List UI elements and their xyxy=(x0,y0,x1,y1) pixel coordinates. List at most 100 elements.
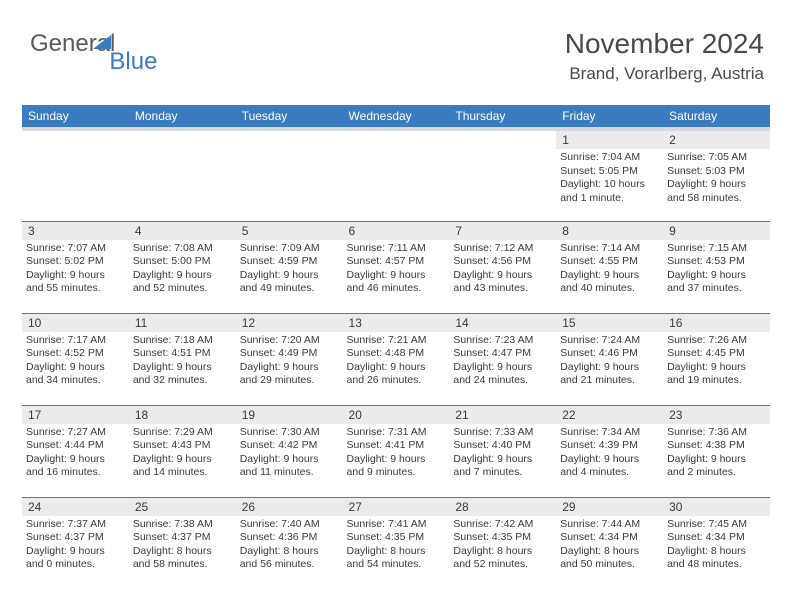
day-number: 7 xyxy=(449,222,556,240)
day-number: 12 xyxy=(236,314,343,332)
daylight-text: Daylight: 9 hours and 9 minutes. xyxy=(347,453,446,480)
sunset-text: Sunset: 4:59 PM xyxy=(240,255,339,269)
day-info: Sunrise: 7:14 AMSunset: 4:55 PMDaylight:… xyxy=(556,240,663,301)
sunset-text: Sunset: 4:34 PM xyxy=(560,531,659,545)
weekday-header: Sunday xyxy=(22,105,129,129)
daylight-text: Daylight: 10 hours and 1 minute. xyxy=(560,178,659,205)
calendar-cell: 5 Sunrise: 7:09 AMSunset: 4:59 PMDaylight… xyxy=(236,221,343,313)
sunset-text: Sunset: 4:55 PM xyxy=(560,255,659,269)
sunset-text: Sunset: 4:40 PM xyxy=(453,439,552,453)
day-number: 24 xyxy=(22,498,129,516)
sunrise-text: Sunrise: 7:30 AM xyxy=(240,426,339,440)
calendar-cell: 11Sunrise: 7:18 AMSunset: 4:51 PMDayligh… xyxy=(129,313,236,405)
sunrise-text: Sunrise: 7:09 AM xyxy=(240,242,339,256)
day-info: Sunrise: 7:40 AMSunset: 4:36 PMDaylight:… xyxy=(236,516,343,577)
sunset-text: Sunset: 4:36 PM xyxy=(240,531,339,545)
header: November 2024 Brand, Vorarlberg, Austria xyxy=(565,28,764,84)
logo: General Blue xyxy=(30,30,181,58)
day-number xyxy=(449,131,556,149)
daylight-text: Daylight: 9 hours and 55 minutes. xyxy=(26,269,125,296)
sunset-text: Sunset: 4:35 PM xyxy=(347,531,446,545)
daylight-text: Daylight: 9 hours and 32 minutes. xyxy=(133,361,232,388)
sunrise-text: Sunrise: 7:45 AM xyxy=(667,518,766,532)
sunrise-text: Sunrise: 7:36 AM xyxy=(667,426,766,440)
day-info: Sunrise: 7:12 AMSunset: 4:56 PMDaylight:… xyxy=(449,240,556,301)
calendar-cell: 8Sunrise: 7:14 AMSunset: 4:55 PMDaylight… xyxy=(556,221,663,313)
day-info: Sunrise: 7:04 AMSunset: 5:05 PMDaylight:… xyxy=(556,149,663,210)
day-info: Sunrise: 7:44 AMSunset: 4:34 PMDaylight:… xyxy=(556,516,663,577)
daylight-text: Daylight: 9 hours and 43 minutes. xyxy=(453,269,552,296)
sunrise-text: Sunrise: 7:04 AM xyxy=(560,151,659,165)
day-info: Sunrise: 7:05 AMSunset: 5:03 PMDaylight:… xyxy=(663,149,770,210)
day-number: 18 xyxy=(129,406,236,424)
sunset-text: Sunset: 4:46 PM xyxy=(560,347,659,361)
sunrise-text: Sunrise: 7:21 AM xyxy=(347,334,446,348)
day-number: 30 xyxy=(663,498,770,516)
sunrise-text: Sunrise: 7:41 AM xyxy=(347,518,446,532)
daylight-text: Daylight: 9 hours and 58 minutes. xyxy=(667,178,766,205)
calendar-cell: 30Sunrise: 7:45 AMSunset: 4:34 PMDayligh… xyxy=(663,497,770,589)
calendar-cell: 2Sunrise: 7:05 AMSunset: 5:03 PMDaylight… xyxy=(663,129,770,221)
day-number xyxy=(129,131,236,149)
weekday-header-row: SundayMondayTuesdayWednesdayThursdayFrid… xyxy=(22,105,770,129)
weekday-header: Monday xyxy=(129,105,236,129)
day-number: 17 xyxy=(22,406,129,424)
calendar-cell xyxy=(129,129,236,221)
sunset-text: Sunset: 4:51 PM xyxy=(133,347,232,361)
day-number: 3 xyxy=(22,222,129,240)
day-number: 13 xyxy=(343,314,450,332)
sunset-text: Sunset: 5:02 PM xyxy=(26,255,125,269)
sunrise-text: Sunrise: 7:31 AM xyxy=(347,426,446,440)
day-info: Sunrise: 7:31 AMSunset: 4:41 PMDaylight:… xyxy=(343,424,450,485)
sunset-text: Sunset: 4:44 PM xyxy=(26,439,125,453)
calendar-row: 1Sunrise: 7:04 AMSunset: 5:05 PMDaylight… xyxy=(22,129,770,221)
sunrise-text: Sunrise: 7:44 AM xyxy=(560,518,659,532)
daylight-text: Daylight: 9 hours and 29 minutes. xyxy=(240,361,339,388)
calendar-cell xyxy=(343,129,450,221)
sunset-text: Sunset: 4:37 PM xyxy=(133,531,232,545)
day-number: 5 xyxy=(236,222,343,240)
day-number xyxy=(236,131,343,149)
day-info: Sunrise: 7:15 AMSunset: 4:53 PMDaylight:… xyxy=(663,240,770,301)
calendar-cell: 19Sunrise: 7:30 AMSunset: 4:42 PMDayligh… xyxy=(236,405,343,497)
day-info: Sunrise: 7:08 AMSunset: 5:00 PMDaylight:… xyxy=(129,240,236,301)
sunset-text: Sunset: 4:39 PM xyxy=(560,439,659,453)
calendar-cell: 21Sunrise: 7:33 AMSunset: 4:40 PMDayligh… xyxy=(449,405,556,497)
sunset-text: Sunset: 5:05 PM xyxy=(560,165,659,179)
daylight-text: Daylight: 9 hours and 11 minutes. xyxy=(240,453,339,480)
day-info: Sunrise: 7:41 AMSunset: 4:35 PMDaylight:… xyxy=(343,516,450,577)
daylight-text: Daylight: 9 hours and 37 minutes. xyxy=(667,269,766,296)
day-number: 22 xyxy=(556,406,663,424)
calendar-row: 3Sunrise: 7:07 AMSunset: 5:02 PMDaylight… xyxy=(22,221,770,313)
sunrise-text: Sunrise: 7:27 AM xyxy=(26,426,125,440)
daylight-text: Daylight: 9 hours and 26 minutes. xyxy=(347,361,446,388)
sunrise-text: Sunrise: 7:20 AM xyxy=(240,334,339,348)
daylight-text: Daylight: 9 hours and 4 minutes. xyxy=(560,453,659,480)
daylight-text: Daylight: 9 hours and 19 minutes. xyxy=(667,361,766,388)
calendar-row: 10Sunrise: 7:17 AMSunset: 4:52 PMDayligh… xyxy=(22,313,770,405)
weekday-header: Friday xyxy=(556,105,663,129)
day-number: 2 xyxy=(663,131,770,149)
day-number xyxy=(22,131,129,149)
calendar-cell: 16Sunrise: 7:26 AMSunset: 4:45 PMDayligh… xyxy=(663,313,770,405)
calendar-cell: 20Sunrise: 7:31 AMSunset: 4:41 PMDayligh… xyxy=(343,405,450,497)
calendar-cell: 26Sunrise: 7:40 AMSunset: 4:36 PMDayligh… xyxy=(236,497,343,589)
weekday-header: Saturday xyxy=(663,105,770,129)
calendar-cell: 4Sunrise: 7:08 AMSunset: 5:00 PMDaylight… xyxy=(129,221,236,313)
calendar-cell xyxy=(449,129,556,221)
day-info: Sunrise: 7:20 AMSunset: 4:49 PMDaylight:… xyxy=(236,332,343,393)
calendar-cell: 28Sunrise: 7:42 AMSunset: 4:35 PMDayligh… xyxy=(449,497,556,589)
logo-text-blue: Blue xyxy=(109,48,157,76)
sunset-text: Sunset: 4:48 PM xyxy=(347,347,446,361)
day-info: Sunrise: 7:07 AMSunset: 5:02 PMDaylight:… xyxy=(22,240,129,301)
day-info: Sunrise: 7:23 AMSunset: 4:47 PMDaylight:… xyxy=(449,332,556,393)
daylight-text: Daylight: 9 hours and 14 minutes. xyxy=(133,453,232,480)
calendar-cell: 13 Sunrise: 7:21 AMSunset: 4:48 PMDayligh… xyxy=(343,313,450,405)
day-info: Sunrise: 7:24 AMSunset: 4:46 PMDaylight:… xyxy=(556,332,663,393)
daylight-text: Daylight: 9 hours and 49 minutes. xyxy=(240,269,339,296)
daylight-text: Daylight: 9 hours and 24 minutes. xyxy=(453,361,552,388)
daylight-text: Daylight: 9 hours and 2 minutes. xyxy=(667,453,766,480)
sunrise-text: Sunrise: 7:14 AM xyxy=(560,242,659,256)
day-number: 27 xyxy=(343,498,450,516)
calendar-row: 24Sunrise: 7:37 AMSunset: 4:37 PMDayligh… xyxy=(22,497,770,589)
